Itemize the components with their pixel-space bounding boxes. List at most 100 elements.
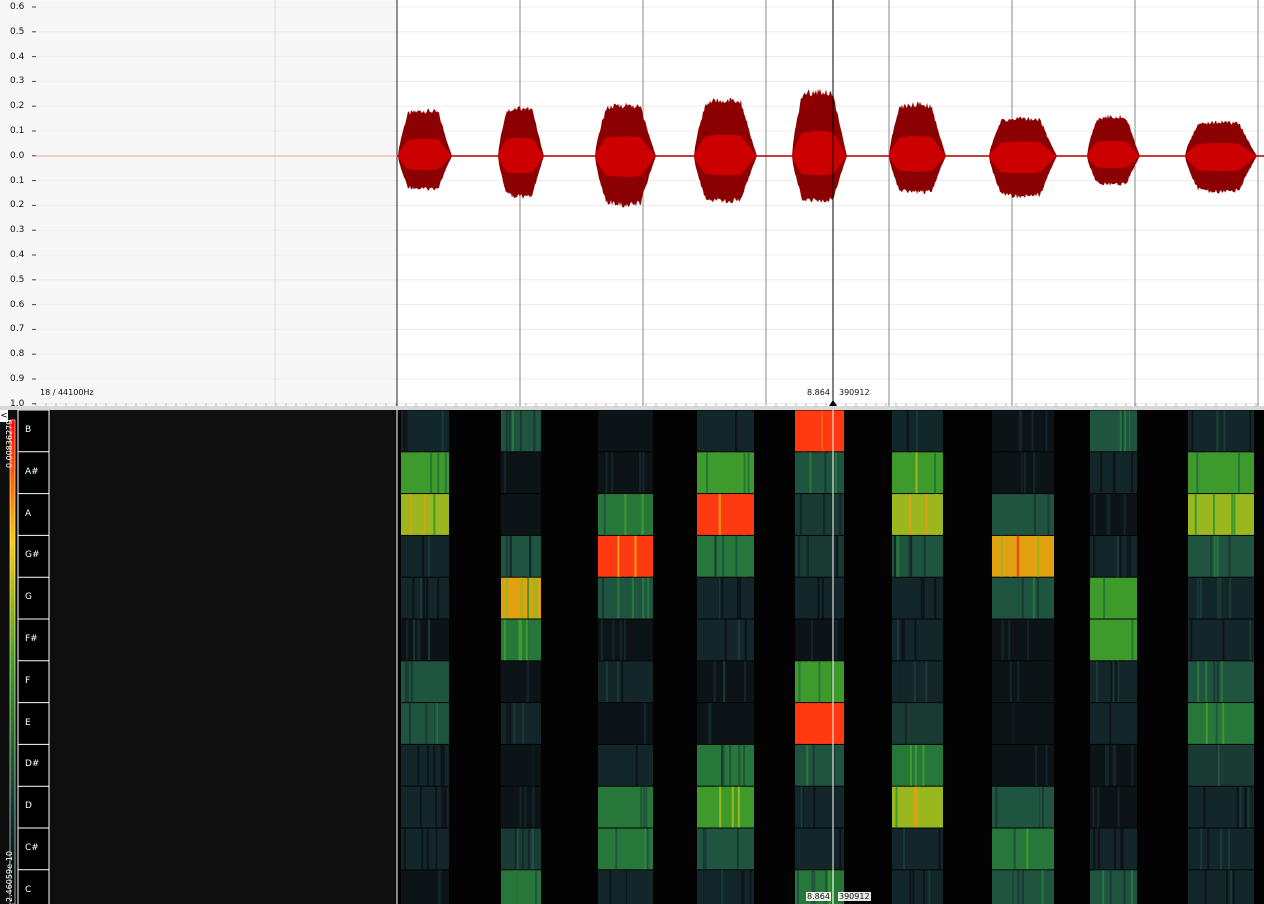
chroma-streak xyxy=(935,703,938,744)
chroma-streak xyxy=(518,452,521,494)
chroma-streak xyxy=(521,870,524,904)
collapse-arrow-icon[interactable]: < xyxy=(0,410,8,422)
chroma-streak xyxy=(925,494,928,535)
chroma-cell xyxy=(598,410,653,452)
chroma-streak xyxy=(423,744,426,786)
chroma-streak xyxy=(426,828,429,870)
chroma-streak xyxy=(519,410,522,452)
chroma-streak xyxy=(931,828,934,870)
chroma-streak xyxy=(504,452,507,494)
y-axis-tick-label: 0.5 xyxy=(10,26,25,37)
chroma-streak xyxy=(737,870,740,904)
chroma-streak xyxy=(912,870,915,904)
pane-divider[interactable] xyxy=(0,406,1264,410)
chroma-streak xyxy=(742,870,745,904)
chroma-streak xyxy=(513,494,516,535)
waveform-burst-rms xyxy=(1185,143,1257,172)
chroma-streak xyxy=(1238,577,1241,619)
chroma-streak xyxy=(722,744,725,786)
chroma-streak xyxy=(638,786,641,828)
chroma-streak xyxy=(1207,828,1210,870)
chroma-streak xyxy=(1200,828,1203,870)
chroma-streak xyxy=(1191,410,1194,452)
chroma-streak xyxy=(619,828,622,870)
chroma-cell xyxy=(992,410,1054,452)
chroma-cell xyxy=(598,577,653,619)
chroma-streak xyxy=(437,452,440,494)
chroma-streak xyxy=(909,744,912,786)
chroma-streak xyxy=(406,870,409,904)
chroma-streak xyxy=(732,703,735,744)
chroma-streak xyxy=(1012,410,1015,452)
chroma-streak xyxy=(805,703,808,744)
chroma-streak xyxy=(1210,703,1213,744)
chroma-streak xyxy=(1018,410,1021,452)
chroma-streak xyxy=(1103,577,1106,619)
chromagram-canvas[interactable] xyxy=(0,409,1264,904)
chroma-streak xyxy=(825,870,828,904)
chroma-streak xyxy=(1115,661,1118,703)
chroma-streak xyxy=(506,786,509,828)
chroma-streak xyxy=(422,535,425,577)
chroma-streak xyxy=(611,870,614,904)
chroma-streak xyxy=(422,577,425,619)
chroma-streak xyxy=(922,870,925,904)
chroma-streak xyxy=(740,828,743,870)
chroma-streak xyxy=(834,452,837,494)
chroma-streak xyxy=(514,661,517,703)
chroma-streak xyxy=(1249,744,1252,786)
audio-region xyxy=(397,0,1264,406)
chroma-streak xyxy=(1195,619,1198,661)
chroma-cell xyxy=(795,828,844,870)
chroma-streak xyxy=(536,703,539,744)
chroma-streak xyxy=(1009,661,1012,703)
chroma-streak xyxy=(819,452,822,494)
chroma-streak xyxy=(1244,703,1247,744)
chroma-streak xyxy=(1233,494,1236,535)
chroma-streak xyxy=(1119,535,1122,577)
chroma-streak xyxy=(532,535,535,577)
chroma-streak xyxy=(421,452,424,494)
chroma-streak xyxy=(433,870,436,904)
chroma-streak xyxy=(631,577,634,619)
chroma-cell xyxy=(401,703,449,744)
chroma-streak xyxy=(635,744,638,786)
chroma-streak xyxy=(444,494,447,535)
chroma-streak xyxy=(909,494,912,535)
chroma-streak xyxy=(1100,828,1103,870)
chroma-streak xyxy=(505,410,508,452)
chroma-streak xyxy=(744,661,747,703)
chroma-streak xyxy=(1040,786,1043,828)
chroma-cell xyxy=(992,452,1054,494)
waveform-pane[interactable]: 0.6 0.5 0.4 0.3 0.2 0.1 0.0 0.1 0.2 0.3 0.4 0.5 0.6 0… xyxy=(0,0,1264,409)
chroma-streak xyxy=(1208,410,1211,452)
playhead-marker-icon[interactable] xyxy=(829,400,837,406)
chroma-streak xyxy=(516,828,519,870)
chroma-streak xyxy=(640,786,643,828)
chroma-streak xyxy=(826,577,829,619)
chromagram-pane[interactable] xyxy=(0,409,1264,904)
waveform-canvas[interactable] xyxy=(0,0,1264,406)
chroma-cursor-time-readout: 8.864 xyxy=(806,892,831,901)
chroma-streak xyxy=(802,410,805,452)
chroma-streak xyxy=(1045,828,1048,870)
chroma-streak xyxy=(738,744,741,786)
chroma-cell xyxy=(1188,410,1254,452)
chroma-streak xyxy=(428,619,431,661)
chroma-streak xyxy=(797,619,800,661)
chroma-streak xyxy=(421,828,424,870)
chroma-streak xyxy=(1131,744,1134,786)
chroma-streak xyxy=(1106,577,1109,619)
chroma-streak xyxy=(1121,828,1124,870)
chroma-streak xyxy=(1130,870,1133,904)
chroma-cell xyxy=(697,870,754,904)
chroma-streak xyxy=(702,828,705,870)
chroma-streak xyxy=(903,410,906,452)
chroma-streak xyxy=(637,828,640,870)
chroma-streak xyxy=(1113,452,1116,494)
chroma-streak xyxy=(1199,661,1202,703)
chroma-streak xyxy=(1204,870,1207,904)
chroma-streak xyxy=(1033,494,1036,535)
note-label: B xyxy=(25,424,32,435)
chroma-streak xyxy=(416,619,419,661)
